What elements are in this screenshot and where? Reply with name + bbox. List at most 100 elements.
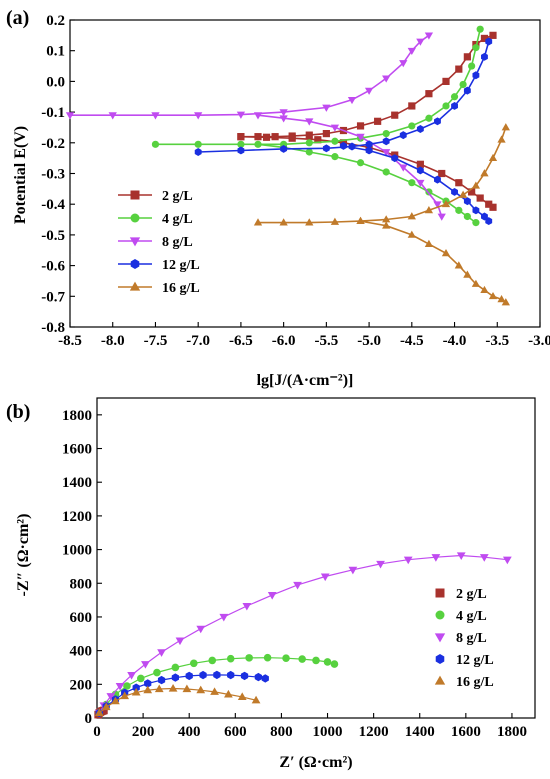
panel-a-series-8-g-l-point xyxy=(65,112,75,120)
panel-a-series-16-g-l-point xyxy=(471,279,481,287)
panel-b-legend-item-2-g-l: 2 g/L xyxy=(435,587,487,602)
panel-b-series-4-g-l-point xyxy=(298,655,306,663)
panel-b-series-16-g-l-point xyxy=(182,684,192,693)
panel-b-series-16-g-l-point xyxy=(154,684,164,693)
panel-a-series-2-g-l-point xyxy=(425,90,433,98)
panel-b-series-4-g-l xyxy=(95,653,339,717)
panel-a-series-4-g-l-point xyxy=(468,62,476,70)
panel-b-y-tick-label: 200 xyxy=(70,677,93,693)
panel-a-series-8-g-l-point xyxy=(433,201,442,209)
panel-b-series-8-g-l-point xyxy=(502,556,512,565)
panel-b-x-tick-label: 1800 xyxy=(497,724,527,740)
panel-a-series-2-g-l-point xyxy=(271,133,279,141)
panel-a-series-12-g-l-point xyxy=(340,141,347,150)
panel-a-series-8-g-l-point xyxy=(330,124,340,132)
panel-b-x-axis-label: Z′ (Ω·cm²) xyxy=(279,754,352,771)
panel-b-legend-item-16-g-l: 16 g/L xyxy=(434,675,494,690)
panel-b-series-8-g-l-point xyxy=(242,602,252,611)
panel-a-series-4-g-l-point xyxy=(450,93,459,101)
panel-b-legend-label: 16 g/L xyxy=(456,675,494,690)
panel-b-legend-item-8-g-l: 8 g/L xyxy=(434,631,487,646)
panel-a-series-2-g-l-point xyxy=(442,77,450,85)
panel-b-legend-swatch xyxy=(435,610,445,620)
panel-b-series-16-g-l-point xyxy=(94,708,104,716)
panel-b-series-16-g-l-point xyxy=(237,692,247,700)
panel-b-series-12-g-l-point xyxy=(199,670,207,680)
panel-a-series-12-g-l-point xyxy=(365,140,373,149)
panel-b-label: (b) xyxy=(6,401,30,423)
panel-a-x-tick-label: -5.0 xyxy=(357,333,381,349)
panel-a-series-8-g-l-point xyxy=(364,87,374,95)
panel-b-series-16-g-l-point xyxy=(111,696,120,705)
panel-a-series-16-g-l-point xyxy=(488,153,498,162)
panel-a-series-8-g-l-point xyxy=(382,149,391,157)
panel-a-series-2-g-l xyxy=(237,31,497,211)
panel-a-series-16-g-l-point xyxy=(382,215,391,223)
panel-a-series-16-g-l-point xyxy=(458,190,468,198)
panel-a-series-2-g-l-point xyxy=(305,131,313,139)
panel-a-ticks: -8.5 -8.0 -7.5 -7.0 -6.5 -6.0 -5.5 -5.0 -4.5 -4.0… xyxy=(41,13,550,349)
panel-a-series-16-g-l-point xyxy=(356,216,365,224)
panel-a-legend-swatch xyxy=(130,259,140,269)
panel-a-legend-item-4-g-l: 4 g/L xyxy=(118,212,193,227)
panel-b-y-tick-label: 0 xyxy=(85,711,93,727)
panel-a-series-12-g-l-point xyxy=(322,144,330,153)
panel-a-series-2-g-l-point xyxy=(476,194,484,202)
panel-b-series-16-g-l-point xyxy=(120,691,130,700)
panel-a-series-2-g-l-point xyxy=(237,133,245,141)
panel-a-legend-swatch xyxy=(130,213,140,223)
panel-b-series-12-g-l-point xyxy=(261,674,269,683)
panel-a-series-12-g-l-point xyxy=(485,37,493,46)
panel-b-series-16-g-l-point xyxy=(101,702,111,711)
panel-a-series-4-g-l-point xyxy=(425,114,433,122)
panel-a-y-tick-label: -0.8 xyxy=(41,320,65,336)
panel-a-legend: 2 g/L 4 g/L 8 g/L 12 g/L 16 g/L xyxy=(118,189,200,296)
panel-b-y-tick-label: 1400 xyxy=(62,475,92,491)
panel-a-series-12-g-l-cathodic-line xyxy=(343,145,490,222)
panel-b-series-16-g-l-point xyxy=(168,683,178,692)
panel-a-series-8-g-l-point xyxy=(382,75,391,83)
panel-a-series-8-g-l-point xyxy=(194,112,203,120)
panel-b-series-12-g-l-point xyxy=(132,683,140,692)
panel-a-series-8-g-l-point xyxy=(356,133,365,141)
panel-a-series-12-g-l-point xyxy=(280,144,288,153)
panel-a-series-8-g-l-point xyxy=(305,118,314,126)
panel-b-series-16-g-l-point xyxy=(224,689,233,698)
panel-a-series-12-g-l-point xyxy=(399,131,407,140)
panel-a-series-12-g-l-point xyxy=(451,187,458,196)
panel-b-x-tick-label: 0 xyxy=(93,724,101,740)
panel-a-legend-label: 16 g/L xyxy=(162,281,200,296)
panel-a-series-2-g-l-point xyxy=(314,136,322,144)
panel-a-series-12-g-l-point xyxy=(365,146,373,155)
panel-b-series-4-g-l-point xyxy=(208,656,217,665)
panel-a-series-16-g-l-point xyxy=(305,218,314,226)
panel-b-series-4-g-l-point xyxy=(153,668,161,677)
panel-a-series-4-g-l-point xyxy=(476,25,484,33)
panel-a-legend-label: 8 g/L xyxy=(162,235,193,250)
panel-a-series-8-g-l-point xyxy=(407,47,416,56)
panel-a-legend-item-2-g-l: 2 g/L xyxy=(118,189,193,204)
panel-b-series-8-g-l-point xyxy=(141,661,150,669)
panel-b-series-8-g-l-point xyxy=(196,625,206,634)
panel-a-series-12-g-l-point xyxy=(481,52,488,61)
panel-b-series-8-g-l-point xyxy=(320,573,330,582)
panel-b-x-tick-label: 200 xyxy=(132,724,155,740)
panel-b-series-12-g-l-point xyxy=(144,679,152,688)
panel-a-legend-item-12-g-l: 12 g/L xyxy=(118,258,200,273)
panel-a-series-4-g-l-point xyxy=(408,179,416,187)
panel-a-series-12-g-l-point xyxy=(463,86,471,95)
panel-a-x-tick-label: -8.0 xyxy=(101,333,125,349)
panel-b-series-16-g-l-point xyxy=(251,695,261,704)
panel-b-legend-label: 8 g/L xyxy=(456,631,487,646)
panel-b-series-8-g-l-point xyxy=(403,556,413,565)
panel-a-legend-label: 12 g/L xyxy=(162,258,200,273)
panel-a-series-12-g-l-point xyxy=(485,217,493,226)
panel-a-series-8-g-l-point xyxy=(399,60,408,68)
panel-b-legend-swatch xyxy=(435,588,445,598)
panel-a-series-4-g-l-point xyxy=(254,140,262,148)
panel-a-series-4-g-l-point xyxy=(305,139,313,147)
panel-a-series-8-g-l-point xyxy=(416,179,425,188)
panel-b-series-8-g-l-point xyxy=(175,637,185,646)
panel-a-series-16-g-l-point xyxy=(424,206,434,214)
panel-a-series-4-g-l-point xyxy=(331,153,339,161)
